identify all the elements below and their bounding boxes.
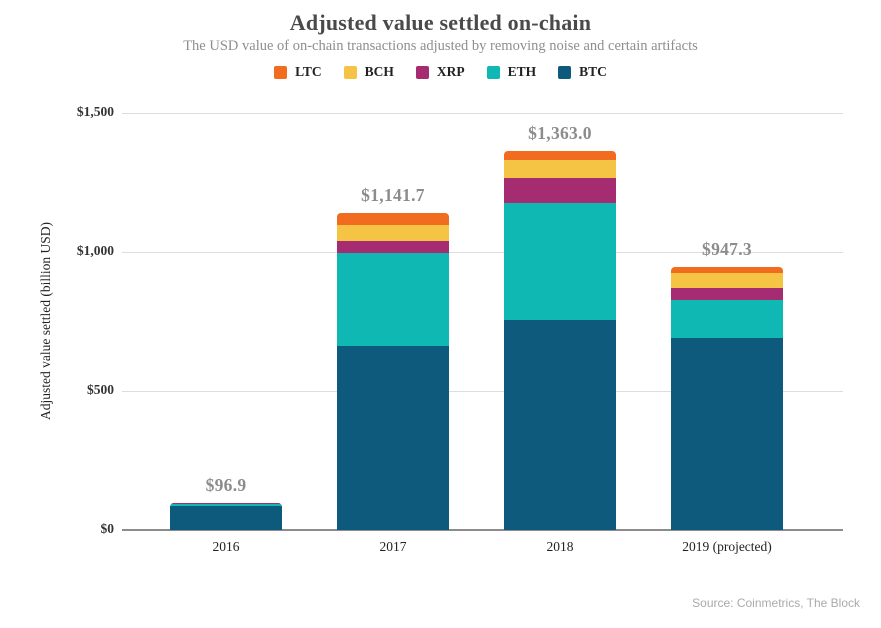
gridline <box>122 112 843 114</box>
bar-segment-btc-2019 <box>671 338 783 530</box>
bar-2019 <box>671 266 783 530</box>
bar-segment-xrp-2016 <box>170 503 282 504</box>
legend-item-xrp: XRP <box>415 64 465 80</box>
legend-label: BTC <box>579 64 607 79</box>
bar-total-label: $1,141.7 <box>361 184 425 205</box>
chart-title: Adjusted value settled on-chain <box>289 10 592 35</box>
bar-segment-ltc-2017 <box>337 212 449 226</box>
bar-2016 <box>170 503 282 530</box>
chart-subtitle: The USD value of on-chain transactions a… <box>183 38 698 54</box>
bar-segment-eth-2019 <box>671 300 783 339</box>
legend-item-ltc: LTC <box>274 64 322 80</box>
bar-total-label: $1,363.0 <box>528 123 592 144</box>
bar-2018 <box>504 151 616 530</box>
legend-item-btc: BTC <box>558 64 607 80</box>
legend-label: XRP <box>436 64 465 79</box>
legend-swatch-ltc-icon <box>274 65 288 79</box>
y-tick-label: $500 <box>87 382 114 397</box>
y-tick-label: $1,500 <box>76 104 114 119</box>
bar-segment-eth-2016 <box>170 503 282 507</box>
source-credit: Source: Coinmetrics, The Block <box>692 596 860 610</box>
gridline <box>122 251 843 253</box>
legend-label: ETH <box>507 64 537 79</box>
legend-item-eth: ETH <box>486 64 537 80</box>
bar-segment-eth-2018 <box>504 202 616 321</box>
bar-segment-btc-2016 <box>170 506 282 530</box>
bar-total-label: $96.9 <box>205 475 247 496</box>
legend-swatch-xrp-icon <box>415 65 429 79</box>
x-axis-label: 2017 <box>379 539 407 554</box>
legend-label: BCH <box>364 64 394 79</box>
bar-segment-ltc-2018 <box>504 151 616 161</box>
bar-segment-xrp-2017 <box>337 241 449 254</box>
bar-segment-bch-2019 <box>671 272 783 288</box>
legend-label: LTC <box>295 64 322 79</box>
x-axis-label: 2016 <box>212 539 240 554</box>
legend-item-bch: BCH <box>343 64 394 80</box>
x-axis-line <box>122 529 843 531</box>
bar-segment-bch-2018 <box>504 160 616 179</box>
bar-segment-bch-2017 <box>337 225 449 242</box>
x-axis-label: 2018 <box>546 539 574 554</box>
bar-segment-eth-2017 <box>337 253 449 346</box>
legend: LTC BCH XRP ETH BTC <box>0 64 881 80</box>
bar-segment-ltc-2019 <box>671 266 783 273</box>
bar-segment-xrp-2018 <box>504 178 616 203</box>
gridline <box>122 390 843 392</box>
bar-segment-btc-2017 <box>337 345 449 530</box>
x-axis-label: 2019 (projected) <box>682 539 772 554</box>
legend-swatch-bch-icon <box>343 65 357 79</box>
bar-2017 <box>337 212 449 530</box>
bar-total-label: $947.3 <box>702 238 752 259</box>
legend-swatch-btc-icon <box>558 65 572 79</box>
bar-segment-xrp-2019 <box>671 287 783 301</box>
bar-segment-btc-2018 <box>504 320 616 530</box>
y-tick-label: $0 <box>100 521 115 536</box>
y-tick-label: $1,000 <box>76 243 114 258</box>
legend-swatch-eth-icon <box>486 65 500 79</box>
